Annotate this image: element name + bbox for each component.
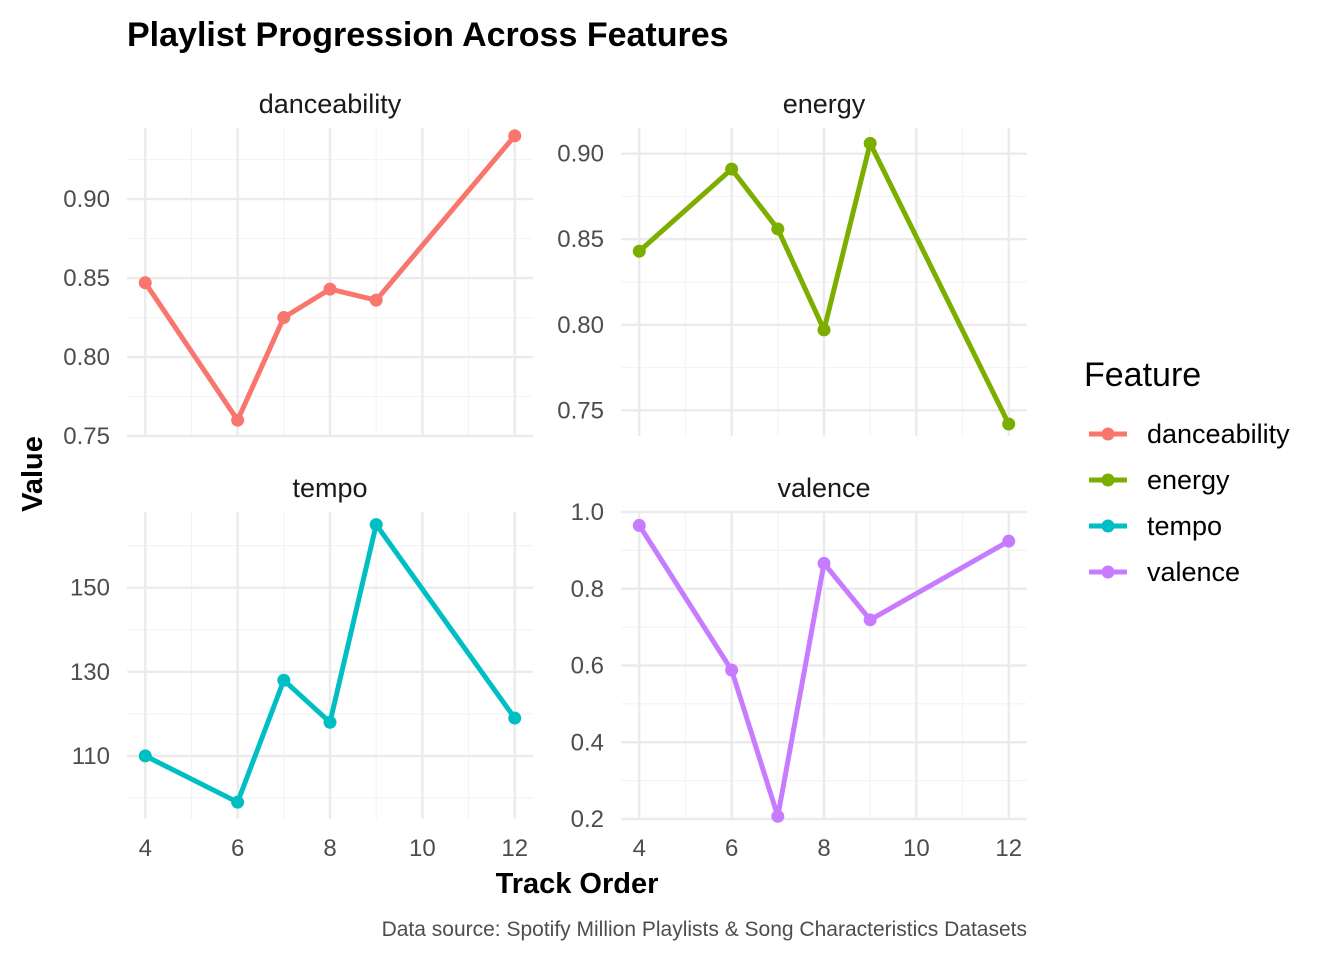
chart-title: Playlist Progression Across Features bbox=[127, 16, 729, 54]
legend-label: energy bbox=[1147, 465, 1230, 495]
data-point-energy bbox=[632, 244, 646, 258]
y-tick-label: 0.80 bbox=[557, 312, 604, 339]
legend-item-danceability: danceability bbox=[1089, 419, 1290, 449]
y-tick-label: 0.75 bbox=[63, 423, 110, 450]
data-point-danceability bbox=[277, 311, 291, 325]
facet-label-tempo: tempo bbox=[292, 473, 367, 503]
x-tick-label: 8 bbox=[817, 835, 830, 862]
data-point-tempo bbox=[323, 715, 337, 729]
chart-caption: Data source: Spotify Million Playlists &… bbox=[382, 918, 1027, 941]
legend-label: valence bbox=[1147, 557, 1240, 587]
data-point-valence bbox=[1002, 534, 1016, 548]
series-line-valence bbox=[636, 522, 1012, 819]
x-tick-label: 4 bbox=[139, 835, 152, 862]
legend: Feature danceability energy tempo valence bbox=[1084, 356, 1290, 587]
y-tick-label: 0.90 bbox=[63, 186, 110, 213]
legend-key-point bbox=[1101, 565, 1115, 579]
y-tick-label: 130 bbox=[70, 659, 110, 686]
legend-label: danceability bbox=[1147, 419, 1290, 449]
legend-item-valence: valence bbox=[1089, 557, 1240, 587]
facet-label-valence: valence bbox=[777, 473, 870, 503]
legend-item-energy: energy bbox=[1089, 465, 1230, 495]
data-point-tempo bbox=[138, 749, 152, 763]
data-point-tempo bbox=[369, 518, 383, 532]
panel-valence: 0.2 0.4 0.6 0.8 1.0 4 6 8 10 12 valence bbox=[571, 473, 1027, 862]
panel-tempo: 110 130 150 4 6 8 10 12 tempo bbox=[70, 473, 533, 862]
series-line-energy bbox=[636, 140, 1012, 427]
legend-item-tempo: tempo bbox=[1089, 511, 1222, 541]
y-tick-label: 0.2 bbox=[571, 806, 604, 833]
facet-label-danceability: danceability bbox=[259, 89, 402, 119]
data-point-tempo bbox=[231, 795, 245, 809]
data-point-energy bbox=[863, 136, 877, 150]
legend-key-point bbox=[1101, 473, 1115, 487]
y-tick-label: 0.80 bbox=[63, 344, 110, 371]
y-tick-label: 0.85 bbox=[63, 265, 110, 292]
x-tick-label: 8 bbox=[323, 835, 336, 862]
y-tick-label: 1.0 bbox=[571, 499, 604, 526]
series-line-tempo bbox=[142, 522, 518, 805]
data-point-danceability bbox=[231, 413, 245, 427]
data-point-danceability bbox=[323, 282, 337, 296]
x-tick-label: 6 bbox=[725, 835, 738, 862]
data-point-danceability bbox=[508, 129, 522, 143]
data-point-valence bbox=[771, 809, 785, 823]
panel-energy: 0.75 0.80 0.85 0.90 energy bbox=[557, 89, 1027, 436]
legend-key-point bbox=[1101, 519, 1115, 533]
data-point-valence bbox=[725, 663, 739, 677]
x-tick-label: 12 bbox=[995, 835, 1022, 862]
y-tick-label: 0.8 bbox=[571, 576, 604, 603]
y-tick-label: 0.85 bbox=[557, 226, 604, 253]
data-point-valence bbox=[863, 613, 877, 627]
data-point-tempo bbox=[508, 711, 522, 725]
y-tick-label: 0.75 bbox=[557, 397, 604, 424]
y-tick-label: 150 bbox=[70, 575, 110, 602]
data-point-danceability bbox=[138, 276, 152, 290]
facet-label-energy: energy bbox=[783, 89, 866, 119]
data-point-energy bbox=[817, 323, 831, 337]
x-tick-label: 10 bbox=[409, 835, 436, 862]
data-point-danceability bbox=[369, 293, 383, 307]
data-point-energy bbox=[771, 222, 785, 236]
y-axis-title: Value bbox=[17, 436, 49, 512]
y-tick-label: 0.4 bbox=[571, 729, 604, 756]
y-tick-label: 110 bbox=[72, 743, 110, 770]
data-point-valence bbox=[632, 518, 646, 532]
x-tick-label: 6 bbox=[231, 835, 244, 862]
legend-label: tempo bbox=[1147, 511, 1222, 541]
series-line-danceability bbox=[142, 133, 518, 423]
x-tick-label: 10 bbox=[903, 835, 930, 862]
data-point-energy bbox=[725, 162, 739, 176]
data-point-energy bbox=[1002, 417, 1016, 431]
legend-key-point bbox=[1101, 427, 1115, 441]
y-tick-label: 0.90 bbox=[557, 141, 604, 168]
data-point-valence bbox=[817, 556, 831, 570]
data-point-tempo bbox=[277, 673, 291, 687]
legend-title: Feature bbox=[1084, 356, 1201, 394]
facet-panels: 0.75 0.80 0.85 0.90 danceability 0.75 0.80 0.85… bbox=[63, 89, 1027, 862]
panel-danceability: 0.75 0.80 0.85 0.90 danceability bbox=[63, 89, 533, 450]
y-tick-label: 0.6 bbox=[571, 653, 604, 680]
x-axis-title: Track Order bbox=[496, 868, 659, 900]
x-tick-label: 4 bbox=[633, 835, 646, 862]
x-tick-label: 12 bbox=[501, 835, 528, 862]
